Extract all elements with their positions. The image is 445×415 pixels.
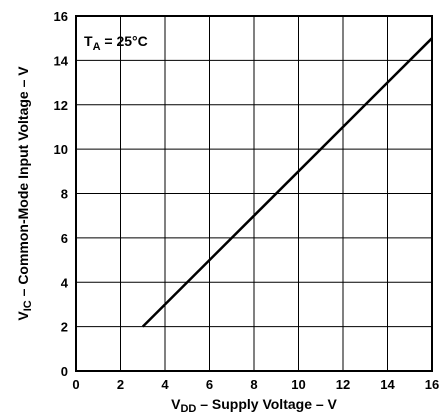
x-tick-label: 12 bbox=[336, 377, 350, 392]
y-axis-title: VIC – Common-Mode Input Voltage – V bbox=[15, 66, 34, 321]
y-tick-label: 4 bbox=[61, 275, 69, 290]
x-axis-title: VDD – Supply Voltage – V bbox=[171, 396, 337, 415]
x-axis-title-subscript: DD bbox=[180, 403, 196, 415]
y-tick-label: 2 bbox=[61, 320, 68, 335]
x-tick-label: 6 bbox=[206, 377, 213, 392]
annotation-prefix: T bbox=[84, 33, 93, 49]
x-tick-label: 14 bbox=[380, 377, 395, 392]
y-tick-labels: 0 2 4 6 8 10 12 14 16 bbox=[54, 9, 69, 379]
y-tick-label: 8 bbox=[61, 187, 68, 202]
series-layer bbox=[141, 37, 433, 328]
x-tick-label: 2 bbox=[117, 377, 124, 392]
y-axis-title-subscript: IC bbox=[22, 300, 34, 311]
y-tick-label: 14 bbox=[54, 53, 69, 68]
y-tick-label: 12 bbox=[54, 98, 68, 113]
temperature-annotation: TA = 25°C bbox=[84, 33, 148, 53]
x-tick-label: 4 bbox=[161, 377, 169, 392]
y-tick-label: 16 bbox=[54, 9, 68, 24]
y-tick-label: 6 bbox=[61, 231, 68, 246]
y-tick-label: 10 bbox=[54, 142, 68, 157]
x-tick-labels: 0 2 4 6 8 10 12 14 16 bbox=[72, 377, 439, 392]
annotation-subscript: A bbox=[93, 41, 101, 53]
x-tick-label: 16 bbox=[425, 377, 439, 392]
x-axis-title-prefix: V bbox=[171, 396, 181, 412]
y-axis-title-prefix: V bbox=[15, 311, 31, 321]
series-line bbox=[141, 37, 433, 328]
plot-frame bbox=[75, 15, 433, 372]
y-axis-title-suffix: – Common-Mode Input Voltage – V bbox=[15, 66, 31, 301]
x-tick-label: 0 bbox=[72, 377, 79, 392]
grid bbox=[75, 15, 433, 372]
annotation-suffix: = 25°C bbox=[101, 33, 148, 49]
x-axis-title-suffix: – Supply Voltage – V bbox=[196, 396, 337, 412]
x-tick-label: 10 bbox=[291, 377, 305, 392]
y-tick-label: 0 bbox=[61, 364, 68, 379]
x-tick-label: 8 bbox=[250, 377, 257, 392]
